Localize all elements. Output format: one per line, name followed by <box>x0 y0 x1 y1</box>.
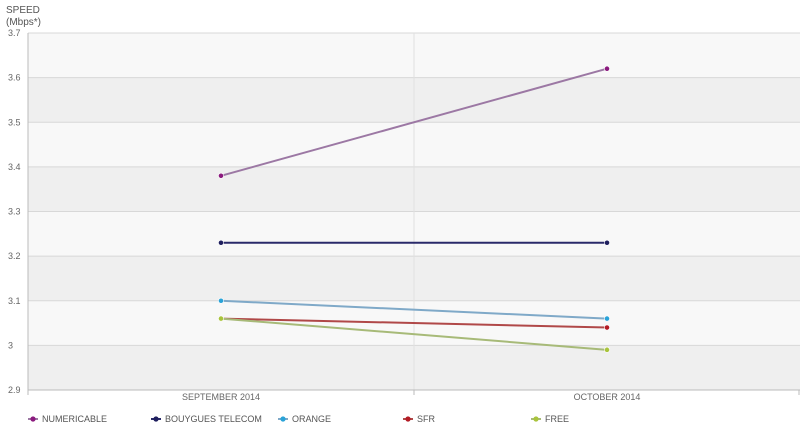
series-layer <box>218 65 610 353</box>
y-tick-label: 2.9 <box>8 385 21 395</box>
series-line <box>220 317 608 329</box>
data-point[interactable] <box>218 239 224 246</box>
y-tick-labels: 2.9 3 3.1 3.2 3.3 3.4 3.5 3.6 3.7 <box>8 28 21 395</box>
legend-swatch-marker <box>280 416 286 422</box>
series-line <box>220 317 608 351</box>
series-numericable <box>218 65 610 179</box>
data-point[interactable] <box>218 315 224 322</box>
y-tick-label: 3 <box>8 340 13 350</box>
legend-label: BOUYGUES TELECOM <box>165 414 262 424</box>
y-tick-label: 3.5 <box>8 117 21 127</box>
legend: NUMERICABLE BOUYGUES TELECOM ORANGE SFR FREE <box>28 414 569 424</box>
data-point[interactable] <box>604 65 610 72</box>
legend-label: FREE <box>545 414 569 424</box>
legend-swatch-marker <box>405 416 411 422</box>
axes <box>27 33 800 395</box>
legend-item[interactable]: ORANGE <box>278 414 331 424</box>
series-line <box>220 299 608 320</box>
data-point[interactable] <box>218 172 224 179</box>
data-point[interactable] <box>218 297 224 304</box>
series-orange <box>218 297 610 322</box>
data-point[interactable] <box>604 346 610 353</box>
x-tick-label: OCTOBER 2014 <box>574 392 641 402</box>
legend-label: ORANGE <box>292 414 331 424</box>
series-bouygues-telecom <box>218 239 610 246</box>
legend-swatch-marker <box>153 416 159 422</box>
data-point[interactable] <box>604 315 610 322</box>
y-tick-label: 3.1 <box>8 296 21 306</box>
y-axis-title: SPEED <box>6 5 40 16</box>
x-tick-label: SEPTEMBER 2014 <box>182 392 260 402</box>
data-point[interactable] <box>604 239 610 246</box>
series-free <box>218 315 610 353</box>
y-tick-label: 3.7 <box>8 28 21 38</box>
legend-swatch-marker <box>30 416 36 422</box>
y-tick-label: 3.2 <box>8 251 21 261</box>
y-tick-label: 3.4 <box>8 162 21 172</box>
legend-item[interactable]: NUMERICABLE <box>28 414 107 424</box>
series-line <box>220 67 608 177</box>
legend-label: SFR <box>417 414 436 424</box>
y-axis-unit: (Mbps*) <box>6 17 41 28</box>
legend-item[interactable]: BOUYGUES TELECOM <box>151 414 262 424</box>
legend-item[interactable]: FREE <box>531 414 569 424</box>
x-tick-labels: SEPTEMBER 2014 OCTOBER 2014 <box>182 392 640 402</box>
legend-item[interactable]: SFR <box>403 414 436 424</box>
y-tick-label: 3.3 <box>8 207 21 217</box>
data-point[interactable] <box>604 324 610 331</box>
y-tick-label: 3.6 <box>8 73 21 83</box>
legend-swatch-marker <box>533 416 539 422</box>
legend-label: NUMERICABLE <box>42 414 107 424</box>
